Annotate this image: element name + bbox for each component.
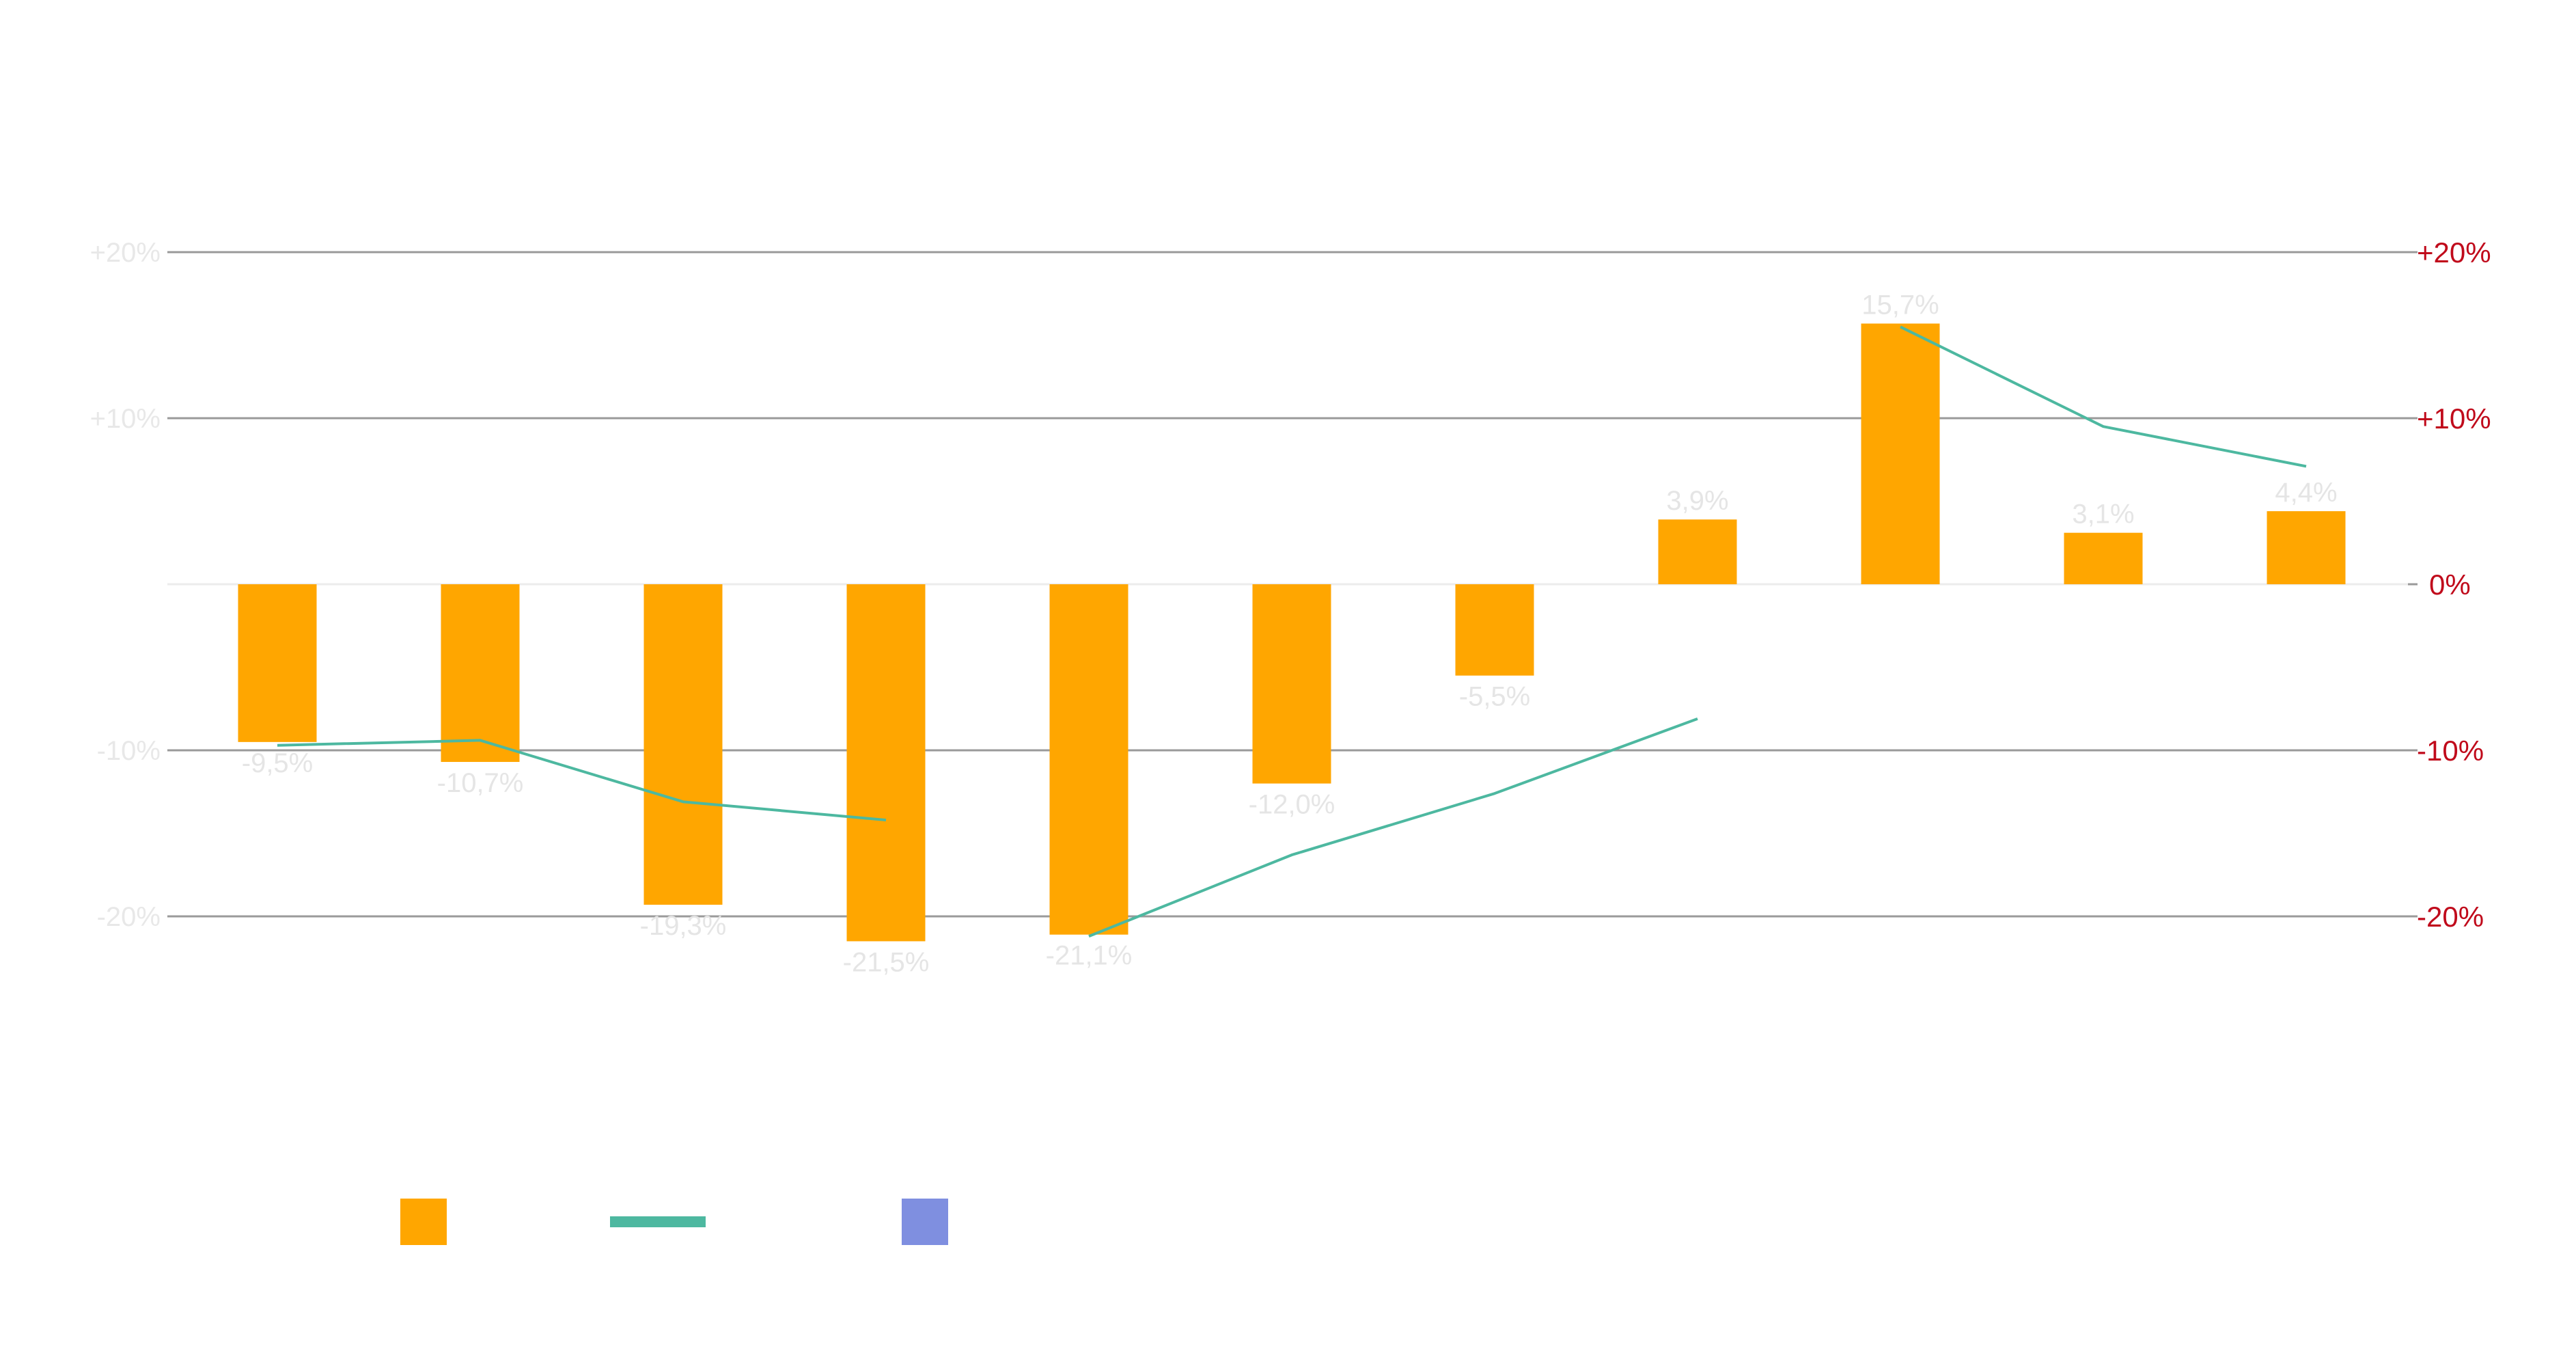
right-axis: +20% +10% 0% -10% -20% (2408, 236, 2491, 933)
bar (643, 584, 723, 905)
right-axis-tick-label: 0% (2429, 569, 2471, 601)
bar (1861, 323, 1940, 584)
bar (846, 584, 926, 942)
bar (2064, 532, 2143, 584)
bar (1049, 584, 1128, 935)
right-axis-tick-label: -20% (2417, 901, 2484, 933)
left-axis-tick-label: +10% (90, 404, 161, 434)
data-label: 3,9% (1666, 486, 1728, 516)
bar (1658, 519, 1737, 584)
data-label: -21,1% (1046, 941, 1133, 971)
right-axis-tick-label: -10% (2417, 735, 2484, 767)
left-axis: +20% +10% -10% -20% (90, 238, 161, 932)
series-line (1900, 325, 2307, 468)
data-label: -19,3% (640, 911, 727, 941)
legend-line-swatch (610, 1216, 706, 1227)
bar-data-labels: -9,5% -10,7% -19,3% -21,5% -21,1% -12,0% -5,5%… (242, 290, 2338, 977)
line-series (277, 325, 2307, 938)
data-label: 4,4% (2275, 478, 2337, 508)
bar (1455, 584, 1534, 676)
data-label: -5,5% (1459, 682, 1531, 712)
data-label: -12,0% (1249, 790, 1335, 820)
bar (2267, 511, 2346, 584)
data-label: 3,1% (2072, 500, 2134, 530)
left-axis-tick-label: +20% (90, 238, 161, 268)
series-line (1088, 717, 1698, 938)
bar (1252, 584, 1331, 784)
data-label: -9,5% (242, 748, 314, 778)
legend-bar2-swatch (902, 1199, 948, 1245)
bar (441, 584, 520, 763)
right-axis-tick-label: +20% (2417, 236, 2491, 269)
left-axis-tick-label: -20% (97, 902, 161, 932)
left-axis-tick-label: -10% (97, 736, 161, 766)
data-label: -21,5% (843, 947, 930, 977)
data-label: 15,7% (1861, 290, 1939, 320)
data-label: -10,7% (437, 768, 524, 798)
right-axis-tick-label: +10% (2417, 402, 2491, 435)
bar-series (238, 323, 2346, 942)
legend-bar-swatch (400, 1199, 447, 1245)
series-line (277, 739, 887, 822)
bar (238, 584, 317, 742)
legend (400, 1199, 948, 1245)
